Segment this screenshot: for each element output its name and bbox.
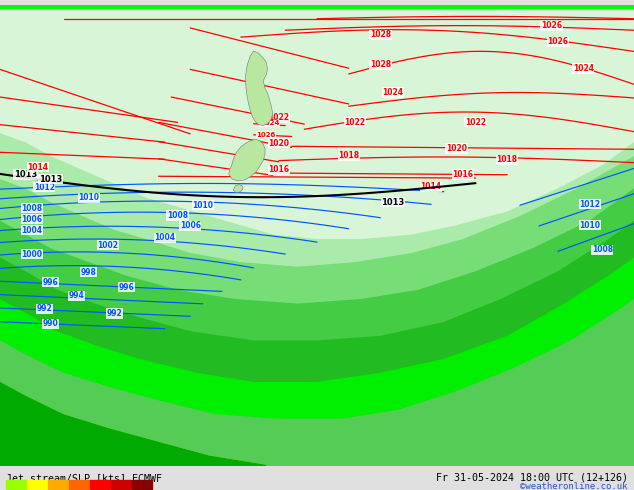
Text: 1026: 1026 bbox=[541, 21, 562, 30]
Text: 1002: 1002 bbox=[97, 241, 119, 250]
Text: 1026: 1026 bbox=[257, 132, 276, 138]
Text: 1020: 1020 bbox=[268, 139, 290, 147]
Polygon shape bbox=[0, 258, 634, 419]
Text: 1008: 1008 bbox=[592, 245, 613, 254]
Polygon shape bbox=[245, 51, 273, 125]
Text: 992: 992 bbox=[37, 304, 52, 314]
Text: 1013: 1013 bbox=[382, 197, 404, 207]
Text: 1020: 1020 bbox=[446, 144, 467, 153]
Text: 1012: 1012 bbox=[34, 183, 55, 192]
Text: 1018: 1018 bbox=[338, 151, 359, 161]
Text: 1024: 1024 bbox=[382, 88, 404, 97]
Text: 1014: 1014 bbox=[27, 163, 49, 172]
Text: 1024: 1024 bbox=[260, 120, 279, 126]
Polygon shape bbox=[0, 5, 634, 240]
Text: 1022: 1022 bbox=[344, 118, 366, 127]
Text: 1022: 1022 bbox=[465, 118, 486, 127]
Polygon shape bbox=[229, 139, 265, 181]
Text: 1010: 1010 bbox=[78, 194, 100, 202]
Text: 1026: 1026 bbox=[547, 37, 569, 46]
Text: 1013: 1013 bbox=[14, 170, 37, 179]
Text: 1013: 1013 bbox=[39, 174, 62, 184]
Polygon shape bbox=[0, 300, 634, 466]
Text: 1016: 1016 bbox=[268, 165, 290, 174]
Text: 1014: 1014 bbox=[420, 182, 442, 191]
Text: 1004: 1004 bbox=[154, 233, 176, 243]
Text: 1008: 1008 bbox=[21, 203, 42, 213]
Polygon shape bbox=[0, 221, 634, 383]
Text: 1010: 1010 bbox=[192, 201, 214, 210]
Text: Fr 31-05-2024 18:00 UTC (12+126): Fr 31-05-2024 18:00 UTC (12+126) bbox=[436, 473, 628, 483]
Polygon shape bbox=[233, 185, 243, 193]
Text: 1022: 1022 bbox=[268, 113, 290, 122]
Text: 996: 996 bbox=[43, 278, 58, 287]
Text: 1006: 1006 bbox=[179, 221, 201, 230]
Text: 1010: 1010 bbox=[579, 220, 600, 230]
Text: 1008: 1008 bbox=[167, 211, 188, 220]
Polygon shape bbox=[0, 189, 634, 341]
Text: ©weatheronline.co.uk: ©weatheronline.co.uk bbox=[520, 482, 628, 490]
Text: 1016: 1016 bbox=[452, 170, 474, 179]
Text: 1028: 1028 bbox=[370, 60, 391, 69]
Text: 1018: 1018 bbox=[496, 155, 518, 164]
Text: 1000: 1000 bbox=[21, 249, 42, 259]
Text: 992: 992 bbox=[107, 309, 122, 318]
Polygon shape bbox=[0, 157, 634, 304]
Polygon shape bbox=[0, 383, 266, 465]
Text: 1024: 1024 bbox=[573, 64, 594, 73]
Text: 998: 998 bbox=[81, 268, 97, 276]
Text: 1004: 1004 bbox=[21, 225, 42, 235]
Text: 996: 996 bbox=[119, 283, 134, 292]
Text: 994: 994 bbox=[68, 292, 84, 300]
Text: 1012: 1012 bbox=[579, 200, 600, 209]
Polygon shape bbox=[0, 383, 266, 465]
Text: Jet stream/SLP [kts] ECMWF: Jet stream/SLP [kts] ECMWF bbox=[6, 473, 162, 483]
Text: 990: 990 bbox=[43, 319, 58, 328]
Text: 1028: 1028 bbox=[370, 30, 391, 39]
Polygon shape bbox=[0, 134, 634, 268]
Text: 1006: 1006 bbox=[21, 215, 42, 223]
